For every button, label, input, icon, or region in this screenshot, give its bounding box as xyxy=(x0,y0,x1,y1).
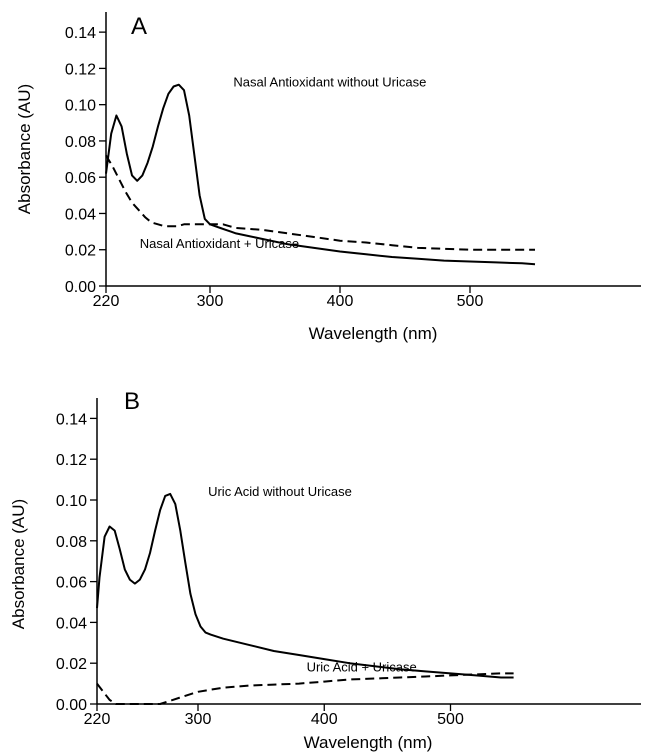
panel-b-x-tick-label: 300 xyxy=(185,711,212,728)
panel-a-y-axis-label: Absorbance (AU) xyxy=(15,84,34,214)
panel-b-series xyxy=(96,492,514,705)
panel-b-annotations: Uric Acid without Uricase Uric Acid + Uri… xyxy=(208,484,417,674)
panel-b-y-tick-label: 0.12 xyxy=(56,452,87,469)
panel-a-y-tick-label: 0.14 xyxy=(65,25,96,42)
panel-a-y-tick-label: 0.10 xyxy=(65,98,96,115)
panel-a-x-tick-label: 220 xyxy=(93,293,120,310)
panel-b-x-tick-label: 220 xyxy=(84,711,111,728)
panel-b-y-tick-label: 0.04 xyxy=(56,615,87,632)
panel-a-solid-series-line xyxy=(105,83,536,266)
panel-a-series-annotation: Nasal Antioxidant + Uricase xyxy=(140,236,299,251)
panel-a-dashed-series-line xyxy=(105,154,535,251)
panel-a-y-tick-label: 0.06 xyxy=(65,170,96,187)
panel-b-series-annotation: Uric Acid without Uricase xyxy=(208,484,352,499)
panel-a: A 0.00 0.02 0.04 0.06 0.08 0.10 0.12 0.14 220 30… xyxy=(15,12,641,343)
panel-b-x-ticks: 220 300 400 500 xyxy=(84,704,464,728)
panel-b-letter: B xyxy=(124,388,140,415)
panel-b-x-axis-label: Wavelength (nm) xyxy=(304,733,433,752)
panel-a-y-ticks: 0.00 0.02 0.04 0.06 0.08 0.10 0.12 0.14 xyxy=(65,25,106,296)
panel-a-letter: A xyxy=(131,13,147,40)
panel-b-y-tick-label: 0.14 xyxy=(56,411,87,428)
panel-a-x-tick-label: 500 xyxy=(457,293,484,310)
panel-a-series xyxy=(105,83,536,266)
panel-b-y-ticks: 0.00 0.02 0.04 0.06 0.08 0.10 0.12 0.14 xyxy=(56,411,97,714)
panel-b: B 0.00 0.02 0.04 0.06 0.08 0.10 0.12 0.14 220 30… xyxy=(9,388,641,752)
panel-a-series-annotation: Nasal Antioxidant without Uricase xyxy=(233,75,426,90)
panel-a-y-tick-label: 0.12 xyxy=(65,61,96,78)
panel-b-y-tick-label: 0.06 xyxy=(56,575,87,592)
panel-b-y-axis-label: Absorbance (AU) xyxy=(9,499,28,629)
panel-a-annotations: Nasal Antioxidant without Uricase Nasal A… xyxy=(140,75,427,251)
panel-a-y-tick-label: 0.02 xyxy=(65,243,96,260)
panel-a-y-tick-label: 0.08 xyxy=(65,134,96,151)
panel-a-x-ticks: 220 300 400 500 xyxy=(93,286,484,310)
panel-a-x-tick-label: 300 xyxy=(197,293,224,310)
panel-b-x-tick-label: 400 xyxy=(311,711,338,728)
panel-b-x-tick-label: 500 xyxy=(437,711,464,728)
panel-b-dashed-series-line xyxy=(96,672,514,705)
panel-b-solid-series-line xyxy=(96,492,514,679)
panel-b-y-tick-label: 0.02 xyxy=(56,656,87,673)
panel-a-x-axis-label: Wavelength (nm) xyxy=(309,324,438,343)
panel-b-y-tick-label: 0.08 xyxy=(56,534,87,551)
panel-b-y-tick-label: 0.10 xyxy=(56,493,87,510)
panel-a-y-tick-label: 0.00 xyxy=(65,279,96,296)
panel-b-series-annotation: Uric Acid + Uricase xyxy=(307,659,417,674)
panel-a-x-tick-label: 400 xyxy=(327,293,354,310)
panel-a-y-tick-label: 0.04 xyxy=(65,206,96,223)
panel-b-y-tick-label: 0.00 xyxy=(56,697,87,714)
